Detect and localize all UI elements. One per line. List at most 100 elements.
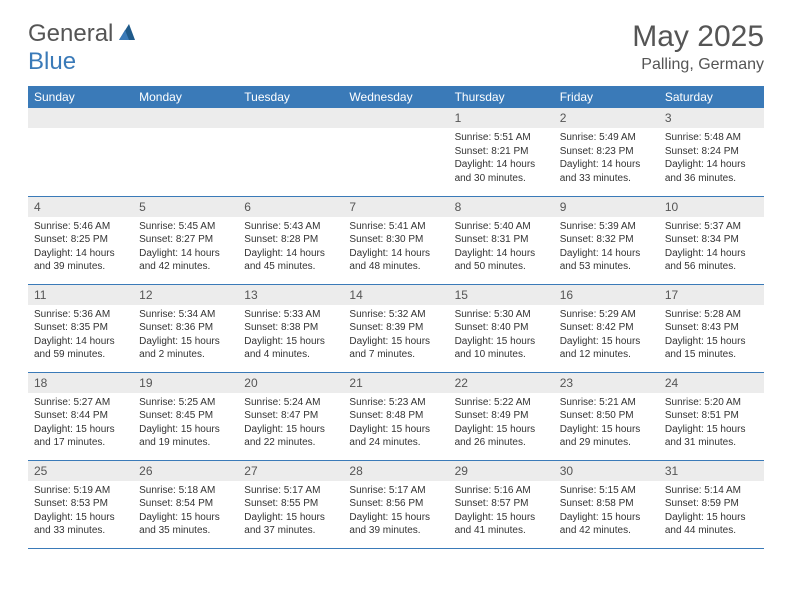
- calendar-day-cell: 3Sunrise: 5:48 AMSunset: 8:24 PMDaylight…: [659, 108, 764, 196]
- daylight-text: Daylight: 15 hours and 26 minutes.: [455, 423, 548, 450]
- daylight-text: Daylight: 14 hours and 48 minutes.: [349, 247, 442, 274]
- sunrise-text: Sunrise: 5:37 AM: [665, 220, 758, 234]
- header: General May 2025 Palling, Germany: [28, 20, 764, 74]
- day-content: Sunrise: 5:40 AMSunset: 8:31 PMDaylight:…: [449, 217, 554, 277]
- logo-text-1: General: [28, 20, 113, 48]
- day-number: 23: [554, 373, 659, 393]
- calendar-day-cell: 4Sunrise: 5:46 AMSunset: 8:25 PMDaylight…: [28, 196, 133, 284]
- daylight-text: Daylight: 14 hours and 45 minutes.: [244, 247, 337, 274]
- day-number: 25: [28, 461, 133, 481]
- daylight-text: Daylight: 14 hours and 56 minutes.: [665, 247, 758, 274]
- sunset-text: Sunset: 8:51 PM: [665, 409, 758, 423]
- sunrise-text: Sunrise: 5:45 AM: [139, 220, 232, 234]
- day-content: Sunrise: 5:33 AMSunset: 8:38 PMDaylight:…: [238, 305, 343, 365]
- empty-daynum: [238, 108, 343, 128]
- day-number: 24: [659, 373, 764, 393]
- daylight-text: Daylight: 14 hours and 30 minutes.: [455, 158, 548, 185]
- daylight-text: Daylight: 15 hours and 19 minutes.: [139, 423, 232, 450]
- day-content: Sunrise: 5:27 AMSunset: 8:44 PMDaylight:…: [28, 393, 133, 453]
- day-content: Sunrise: 5:46 AMSunset: 8:25 PMDaylight:…: [28, 217, 133, 277]
- sunrise-text: Sunrise: 5:20 AM: [665, 396, 758, 410]
- daylight-text: Daylight: 15 hours and 24 minutes.: [349, 423, 442, 450]
- sunset-text: Sunset: 8:38 PM: [244, 321, 337, 335]
- daylight-text: Daylight: 14 hours and 59 minutes.: [34, 335, 127, 362]
- calendar-day-cell: 9Sunrise: 5:39 AMSunset: 8:32 PMDaylight…: [554, 196, 659, 284]
- daylight-text: Daylight: 15 hours and 31 minutes.: [665, 423, 758, 450]
- sunrise-text: Sunrise: 5:19 AM: [34, 484, 127, 498]
- day-content: Sunrise: 5:23 AMSunset: 8:48 PMDaylight:…: [343, 393, 448, 453]
- sunset-text: Sunset: 8:32 PM: [560, 233, 653, 247]
- calendar-day-cell: 12Sunrise: 5:34 AMSunset: 8:36 PMDayligh…: [133, 284, 238, 372]
- sunrise-text: Sunrise: 5:40 AM: [455, 220, 548, 234]
- day-content: Sunrise: 5:48 AMSunset: 8:24 PMDaylight:…: [659, 128, 764, 188]
- day-number: 6: [238, 197, 343, 217]
- sunset-text: Sunset: 8:49 PM: [455, 409, 548, 423]
- calendar-day-cell: [28, 108, 133, 196]
- calendar-day-cell: 10Sunrise: 5:37 AMSunset: 8:34 PMDayligh…: [659, 196, 764, 284]
- sunset-text: Sunset: 8:36 PM: [139, 321, 232, 335]
- sunrise-text: Sunrise: 5:17 AM: [244, 484, 337, 498]
- calendar-day-cell: 6Sunrise: 5:43 AMSunset: 8:28 PMDaylight…: [238, 196, 343, 284]
- daylight-text: Daylight: 15 hours and 39 minutes.: [349, 511, 442, 538]
- day-number: 31: [659, 461, 764, 481]
- daylight-text: Daylight: 14 hours and 36 minutes.: [665, 158, 758, 185]
- calendar-day-cell: 17Sunrise: 5:28 AMSunset: 8:43 PMDayligh…: [659, 284, 764, 372]
- daylight-text: Daylight: 15 hours and 29 minutes.: [560, 423, 653, 450]
- logo-text-2: Blue: [28, 48, 76, 75]
- calendar-day-cell: [133, 108, 238, 196]
- sunrise-text: Sunrise: 5:18 AM: [139, 484, 232, 498]
- day-number: 10: [659, 197, 764, 217]
- day-content: Sunrise: 5:18 AMSunset: 8:54 PMDaylight:…: [133, 481, 238, 541]
- day-header: Tuesday: [238, 86, 343, 108]
- calendar-week-row: 18Sunrise: 5:27 AMSunset: 8:44 PMDayligh…: [28, 372, 764, 460]
- sunset-text: Sunset: 8:43 PM: [665, 321, 758, 335]
- empty-daynum: [343, 108, 448, 128]
- day-content: Sunrise: 5:20 AMSunset: 8:51 PMDaylight:…: [659, 393, 764, 453]
- calendar-day-cell: 16Sunrise: 5:29 AMSunset: 8:42 PMDayligh…: [554, 284, 659, 372]
- day-number: 29: [449, 461, 554, 481]
- sunset-text: Sunset: 8:59 PM: [665, 497, 758, 511]
- sunrise-text: Sunrise: 5:16 AM: [455, 484, 548, 498]
- day-number: 16: [554, 285, 659, 305]
- day-number: 13: [238, 285, 343, 305]
- day-content: Sunrise: 5:24 AMSunset: 8:47 PMDaylight:…: [238, 393, 343, 453]
- day-header: Thursday: [449, 86, 554, 108]
- day-content: Sunrise: 5:16 AMSunset: 8:57 PMDaylight:…: [449, 481, 554, 541]
- daylight-text: Daylight: 15 hours and 33 minutes.: [34, 511, 127, 538]
- calendar-day-cell: 26Sunrise: 5:18 AMSunset: 8:54 PMDayligh…: [133, 460, 238, 548]
- sunset-text: Sunset: 8:57 PM: [455, 497, 548, 511]
- sunset-text: Sunset: 8:58 PM: [560, 497, 653, 511]
- sunrise-text: Sunrise: 5:30 AM: [455, 308, 548, 322]
- day-number: 30: [554, 461, 659, 481]
- day-content: Sunrise: 5:49 AMSunset: 8:23 PMDaylight:…: [554, 128, 659, 188]
- calendar-day-cell: 25Sunrise: 5:19 AMSunset: 8:53 PMDayligh…: [28, 460, 133, 548]
- day-number: 9: [554, 197, 659, 217]
- calendar-day-cell: 22 Sunrise: 5:22 AMSunset: 8:49 PMDayligh…: [449, 372, 554, 460]
- sunset-text: Sunset: 8:21 PM: [455, 145, 548, 159]
- day-content: Sunrise: 5:14 AMSunset: 8:59 PMDaylight:…: [659, 481, 764, 541]
- day-number: 19: [133, 373, 238, 393]
- day-content: Sunrise: 5:28 AMSunset: 8:43 PMDaylight:…: [659, 305, 764, 365]
- daylight-text: Daylight: 15 hours and 12 minutes.: [560, 335, 653, 362]
- logo-sail-icon: [117, 22, 137, 47]
- day-number: 8: [449, 197, 554, 217]
- calendar-day-cell: 23Sunrise: 5:21 AMSunset: 8:50 PMDayligh…: [554, 372, 659, 460]
- day-number: 26: [133, 461, 238, 481]
- sunset-text: Sunset: 8:39 PM: [349, 321, 442, 335]
- day-number: 17: [659, 285, 764, 305]
- daylight-text: Daylight: 14 hours and 42 minutes.: [139, 247, 232, 274]
- sunrise-text: Sunrise: 5:22 AM: [455, 396, 548, 410]
- day-number: 22: [449, 373, 554, 393]
- sunset-text: Sunset: 8:28 PM: [244, 233, 337, 247]
- sunrise-text: Sunrise: 5:36 AM: [34, 308, 127, 322]
- day-content: Sunrise: 5:32 AMSunset: 8:39 PMDaylight:…: [343, 305, 448, 365]
- sunset-text: Sunset: 8:47 PM: [244, 409, 337, 423]
- sunset-text: Sunset: 8:54 PM: [139, 497, 232, 511]
- calendar-day-cell: 11Sunrise: 5:36 AMSunset: 8:35 PMDayligh…: [28, 284, 133, 372]
- sunrise-text: Sunrise: 5:27 AM: [34, 396, 127, 410]
- calendar-day-cell: 31Sunrise: 5:14 AMSunset: 8:59 PMDayligh…: [659, 460, 764, 548]
- calendar-week-row: 4Sunrise: 5:46 AMSunset: 8:25 PMDaylight…: [28, 196, 764, 284]
- sunset-text: Sunset: 8:40 PM: [455, 321, 548, 335]
- daylight-text: Daylight: 14 hours and 33 minutes.: [560, 158, 653, 185]
- day-number: 12: [133, 285, 238, 305]
